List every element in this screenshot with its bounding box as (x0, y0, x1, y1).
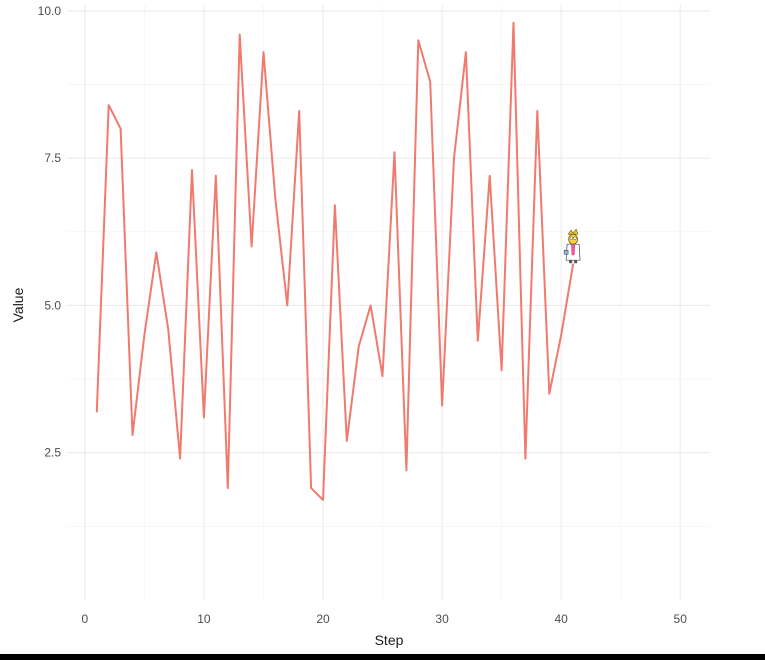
series-layer (95, 21, 575, 501)
x-tick-label: 50 (674, 612, 688, 626)
y-tick-label: 10.0 (38, 4, 62, 18)
x-tick-label: 40 (554, 612, 568, 626)
x-tick-label: 30 (435, 612, 449, 626)
y-tick-label: 7.5 (44, 151, 61, 165)
x-axis-title: Step (375, 632, 404, 648)
cartoon-character-marker-icon (563, 228, 581, 264)
y-axis-title: Value (10, 287, 26, 322)
x-tick-label: 0 (82, 612, 89, 626)
y-tick-label: 2.5 (44, 446, 61, 460)
series-line (95, 21, 575, 501)
major-gridlines (67, 5, 710, 600)
minor-gridlines (67, 5, 710, 600)
y-axis-ticks: 2.5 5.0 7.5 10.0 (38, 4, 62, 460)
y-tick-label: 5.0 (44, 298, 61, 312)
x-tick-label: 20 (316, 612, 330, 626)
x-axis-ticks: 0 10 20 30 40 50 (82, 612, 688, 626)
window-bottom-border (0, 654, 765, 660)
x-tick-label: 10 (197, 612, 211, 626)
end-marker-layer (563, 228, 581, 264)
